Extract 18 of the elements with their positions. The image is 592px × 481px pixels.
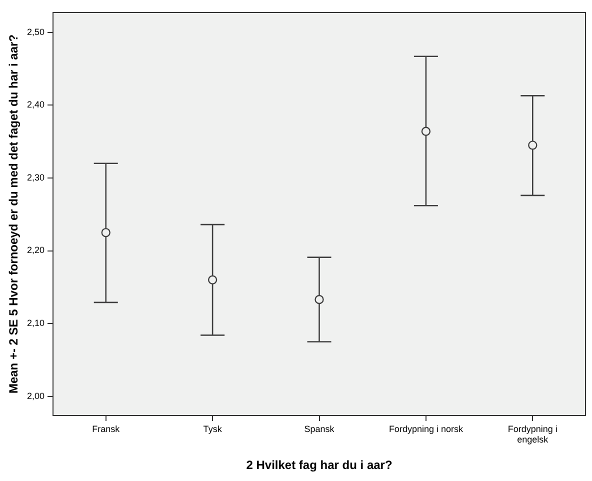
point — [101, 228, 110, 238]
x-tick-label: Fordypning i norsk — [388, 424, 464, 434]
y-tick-label: 2,40 — [26, 100, 45, 110]
x-tick-label: Tysk — [203, 424, 222, 434]
x-tick-label: Fransk — [92, 424, 120, 434]
point — [528, 140, 538, 150]
x-tick-label: Spansk — [304, 424, 335, 434]
y-axis-title: Mean +- 2 SE 5 Hvor fornoeyd er du med det faget du har i aar? — [6, 34, 20, 394]
x-tick-label: Fordypning i engelsk — [508, 424, 558, 445]
y-tick-label: 2,20 — [26, 245, 45, 256]
point — [314, 294, 324, 304]
y-tick-label: 2,00 — [26, 390, 45, 401]
x-axis-title: 2 Hvilket fag har du i aar? — [246, 458, 392, 472]
point — [421, 126, 431, 136]
point — [208, 275, 218, 284]
y-tick-label: 2,10 — [26, 318, 45, 328]
y-tick-label: 2,50 — [26, 26, 45, 37]
y-tick-label: 2,30 — [26, 172, 45, 182]
